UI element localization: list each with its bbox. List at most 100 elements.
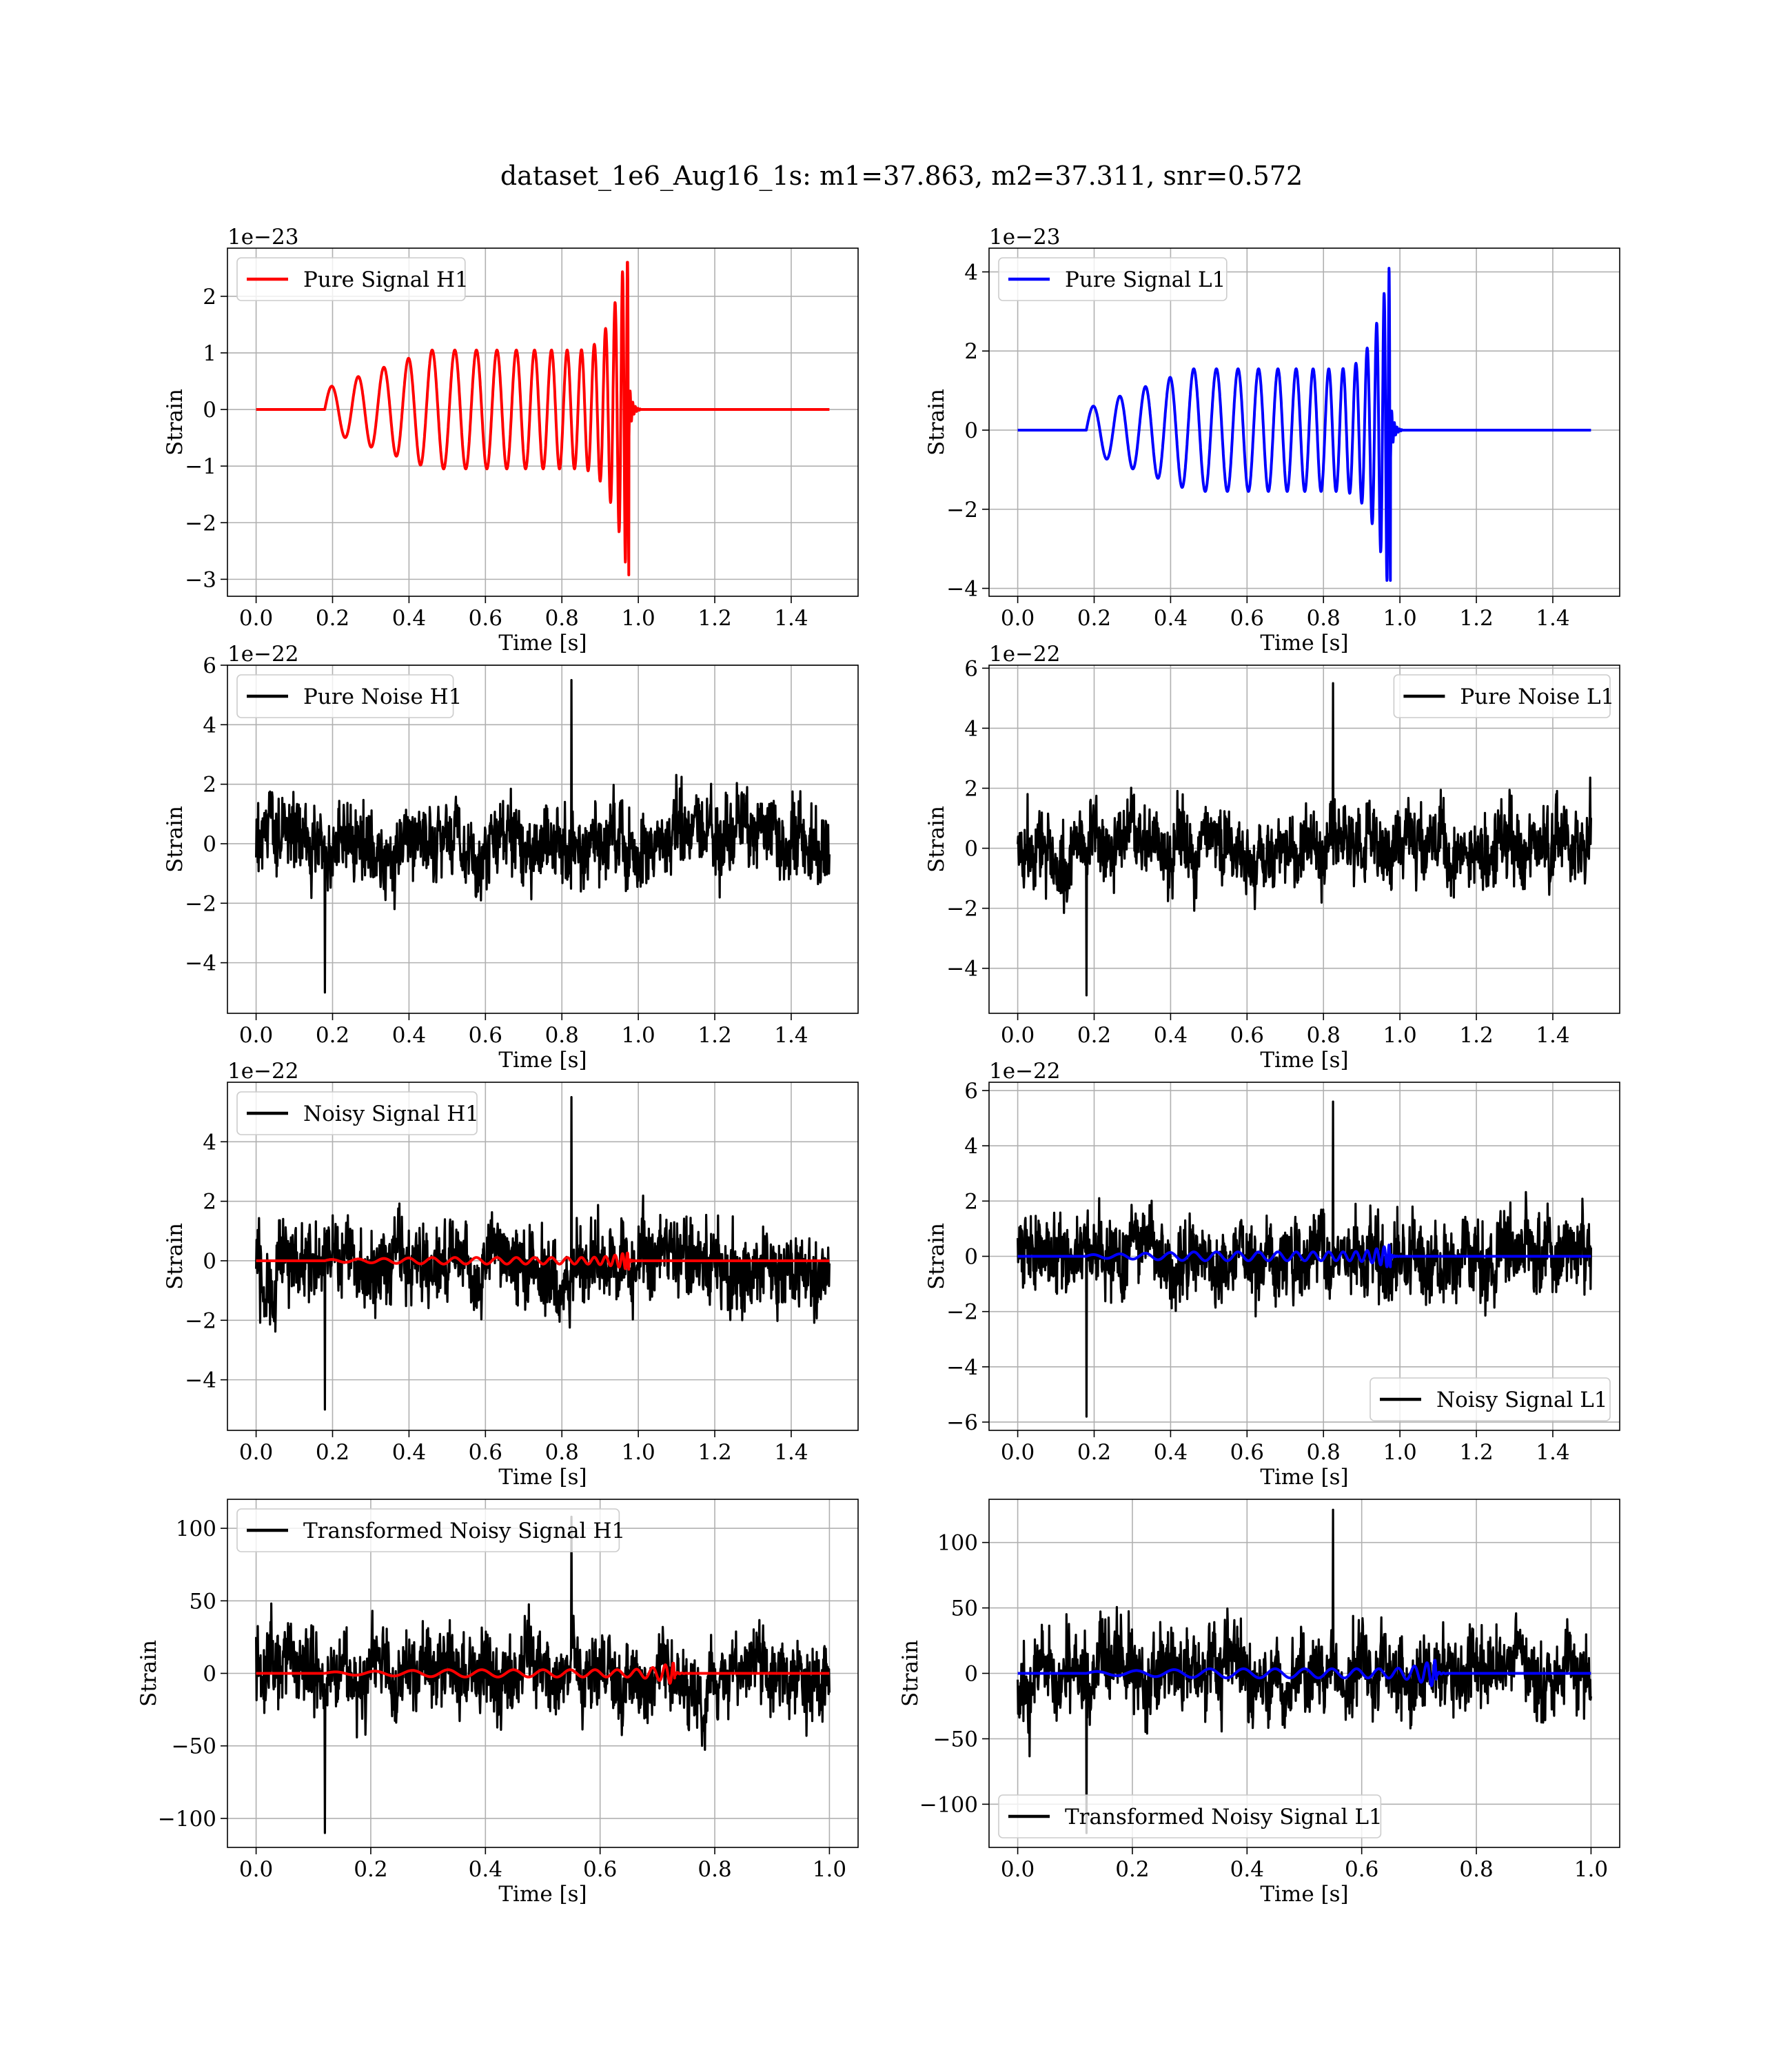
y-tick-label: 4 (964, 260, 978, 285)
legend-label: Pure Signal H1 (303, 267, 469, 292)
x-tick-label: 1.2 (1459, 606, 1493, 631)
axis-offset-text: 1e−22 (227, 1059, 299, 1084)
legend: Noisy Signal H1 (236, 1091, 479, 1135)
y-tick-label: 0 (964, 1245, 978, 1270)
y-tick-label: −4 (185, 1368, 216, 1393)
y-tick-label: 100 (937, 1531, 978, 1556)
axis-offset-text: 1e−23 (989, 225, 1061, 250)
y-axis-label: Strain (163, 806, 187, 873)
x-axis-label: Time [s] (498, 1465, 587, 1490)
x-tick-label: 1.0 (1574, 1857, 1608, 1882)
axis-offset-text: 1e−22 (227, 642, 299, 667)
x-tick-label: 0.6 (469, 606, 502, 631)
axis-offset-text: 1e−22 (989, 642, 1061, 667)
y-tick-label: −100 (919, 1792, 978, 1817)
x-tick-label: 1.4 (774, 1440, 808, 1465)
axis-offset-text: 1e−22 (989, 1059, 1061, 1084)
subplot-pure-signal-l1: 0.0 0.2 0.4 0.6 0.8 1.0 1.2 1.4 −4 −2 0 2 4 Time [s] S… (924, 225, 1620, 656)
x-tick-label: 1.0 (621, 1440, 655, 1465)
x-tick-label: 0.2 (1115, 1857, 1149, 1882)
subplot-noisy-signal-l1: 0.0 0.2 0.4 0.6 0.8 1.0 1.2 1.4 −6 −4 −2 0 2 4 6 Time [… (924, 1059, 1620, 1490)
plots-grid: 0.0 0.2 0.4 0.6 0.8 1.0 1.2 1.4 −3 −2 −1 0 1 2 Time [s… (136, 225, 1620, 1907)
x-tick-label: 0.8 (1459, 1857, 1493, 1882)
x-tick-label: 0.4 (1230, 1857, 1264, 1882)
x-tick-label: 0.4 (1154, 1440, 1188, 1465)
series-line-chirp-overlay (1016, 1659, 1593, 1687)
subplot-pure-noise-l1: 0.0 0.2 0.4 0.6 0.8 1.0 1.2 1.4 −4 −2 0 2 4 6 Time [s]… (924, 642, 1620, 1073)
figure-title: dataset_1e6_Aug16_1s: m1=37.863, m2=37.3… (500, 161, 1303, 192)
y-tick-label: −2 (185, 511, 216, 536)
y-tick-label: 6 (964, 1079, 978, 1104)
y-tick-label: −2 (185, 891, 216, 916)
axes-frame (988, 665, 1620, 1014)
y-tick-label: 0 (964, 418, 978, 443)
y-tick-label: −4 (185, 951, 216, 976)
y-tick-label: −4 (946, 957, 978, 982)
x-tick-label: 1.0 (1383, 1440, 1416, 1465)
y-tick-label: 0 (203, 398, 216, 423)
series-line-pure-signal-l1 (1016, 267, 1593, 582)
legend-box (236, 674, 454, 718)
x-tick-label: 0.6 (583, 1857, 617, 1882)
axes-frame (227, 1082, 859, 1431)
x-tick-label: 1.4 (1536, 606, 1569, 631)
legend: Pure Signal L1 (998, 257, 1228, 301)
y-tick-label: 0 (964, 837, 978, 862)
series-line-transformed-noisy-signal-l1 (1017, 1508, 1592, 1834)
legend-box (236, 1091, 478, 1135)
x-tick-label: 0.2 (354, 1857, 387, 1882)
x-axis-label: Time [s] (498, 631, 587, 656)
x-tick-label: 0.0 (1001, 1023, 1035, 1048)
x-tick-label: 0.2 (316, 1023, 349, 1048)
y-tick-label: 1 (203, 341, 216, 366)
x-tick-label: 0.8 (1307, 1440, 1341, 1465)
legend-label: Pure Noise H1 (303, 685, 462, 709)
y-tick-label: −50 (172, 1734, 216, 1759)
y-tick-label: −50 (933, 1727, 978, 1752)
x-tick-label: 1.0 (1383, 606, 1416, 631)
y-tick-label: −2 (946, 897, 978, 922)
x-tick-label: 0.4 (392, 1440, 426, 1465)
x-tick-label: 1.2 (1459, 1023, 1493, 1048)
y-tick-label: −2 (946, 498, 978, 523)
series-group (255, 679, 831, 994)
axes-frame (988, 247, 1620, 597)
x-tick-label: 0.2 (316, 606, 349, 631)
subplot-noisy-signal-h1: 0.0 0.2 0.4 0.6 0.8 1.0 1.2 1.4 −4 −2 0 2 4 Time [s] S… (163, 1059, 859, 1490)
series-line-chirp-overlay (254, 1251, 831, 1271)
legend-label: Noisy Signal L1 (1436, 1388, 1608, 1412)
series-group (1016, 267, 1593, 582)
x-tick-label: 0.8 (1307, 606, 1341, 631)
x-tick-label: 1.4 (1536, 1023, 1569, 1048)
y-tick-label: 2 (964, 1189, 978, 1214)
series-line-noisy-signal-l1 (1017, 1100, 1592, 1418)
y-tick-label: 2 (203, 285, 216, 310)
y-tick-label: 2 (964, 339, 978, 364)
y-tick-label: 4 (203, 713, 216, 738)
x-tick-label: 0.6 (1230, 1440, 1264, 1465)
x-tick-label: 0.4 (392, 1023, 426, 1048)
y-tick-label: 2 (203, 773, 216, 798)
y-tick-label: 4 (964, 716, 978, 741)
x-tick-label: 0.2 (1077, 1440, 1111, 1465)
y-tick-label: −100 (158, 1807, 216, 1832)
y-axis-label: Strain (898, 1640, 923, 1707)
x-tick-label: 0.2 (1077, 1023, 1111, 1048)
series-line-transformed-noisy-signal-h1 (255, 1515, 831, 1834)
x-tick-label: 0.6 (1230, 606, 1264, 631)
x-tick-label: 0.0 (239, 1023, 273, 1048)
y-axis-label: Strain (163, 1223, 187, 1290)
axis-offset-text: 1e−23 (227, 225, 299, 250)
series-line-pure-signal-h1 (254, 261, 831, 576)
series-line-pure-noise-h1 (255, 679, 831, 994)
y-tick-label: −4 (946, 1355, 978, 1380)
x-tick-label: 0.2 (1077, 606, 1111, 631)
x-axis-label: Time [s] (1260, 1882, 1348, 1907)
x-axis-label: Time [s] (498, 1882, 587, 1907)
x-tick-label: 0.8 (545, 1440, 579, 1465)
series-line-noisy-signal-h1 (255, 1096, 831, 1411)
legend: Transformed Noisy Signal H1 (236, 1508, 625, 1552)
x-tick-label: 0.6 (1230, 1023, 1264, 1048)
legend-box (236, 1508, 620, 1552)
